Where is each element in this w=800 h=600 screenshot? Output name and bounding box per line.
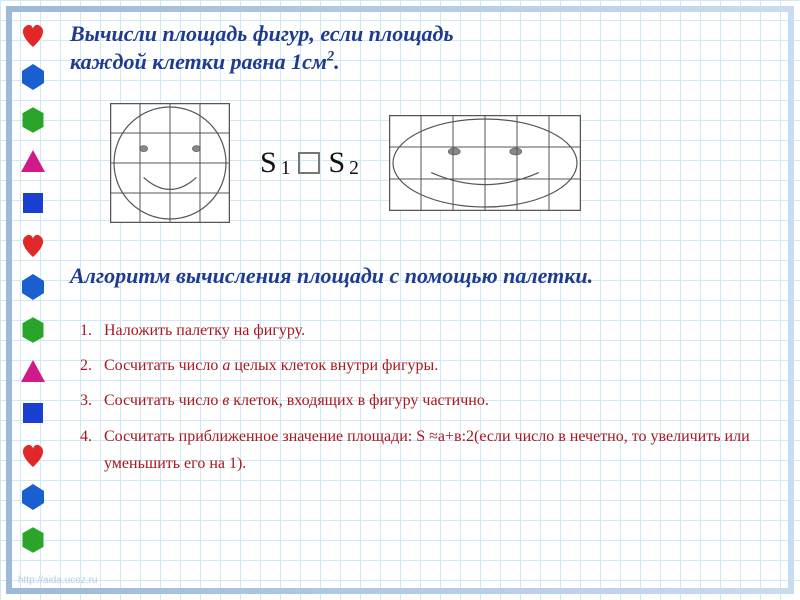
square-icon [18,398,48,428]
figure-ellipse-face [389,115,581,211]
square-icon [18,188,48,218]
hexagon-icon [18,482,48,512]
hexagon-icon [18,62,48,92]
decorative-shapes-column [18,20,54,554]
cube-icon [18,524,48,554]
slide-content: Вычисли площадь фигур, если площадь кажд… [70,20,770,570]
title-line-2b: . [334,49,340,74]
footer-link: http://aida.ucoz.ru [18,575,98,586]
heart-icon [18,440,48,470]
s2-label: S [328,146,345,180]
triangle-icon [18,356,48,386]
algorithm-heading: Алгоритм вычисления площади с помощью па… [70,263,770,289]
algorithm-step: Наложить палетку на фигуру. [96,317,770,344]
figure-circle-face [110,103,230,223]
algorithm-step: Сосчитать приближенное значение площади:… [96,423,770,477]
page-title: Вычисли площадь фигур, если площадь кажд… [70,20,770,75]
algorithm-step: Сосчитать число в клеток, входящих в фиг… [96,387,770,414]
title-line-2a: каждой клетки равна 1см [70,49,327,74]
hexagon-icon [18,272,48,302]
s1-label: S [260,146,277,180]
area-relation: S1 S2 [260,146,359,180]
cube-icon [18,314,48,344]
title-line-1: Вычисли площадь фигур, если площадь [70,21,454,46]
algorithm-steps-list: Наложить палетку на фигуру. Сосчитать чис… [70,317,770,477]
cube-icon [18,104,48,134]
s1-sub: 1 [281,158,291,180]
algorithm-step: Сосчитать число а целых клеток внутри фи… [96,352,770,379]
figures-row: S1 S2 [110,103,770,223]
heart-icon [18,20,48,50]
triangle-icon [18,146,48,176]
s2-sub: 2 [349,158,359,180]
heart-icon [18,230,48,260]
relation-placeholder-box [298,152,320,174]
